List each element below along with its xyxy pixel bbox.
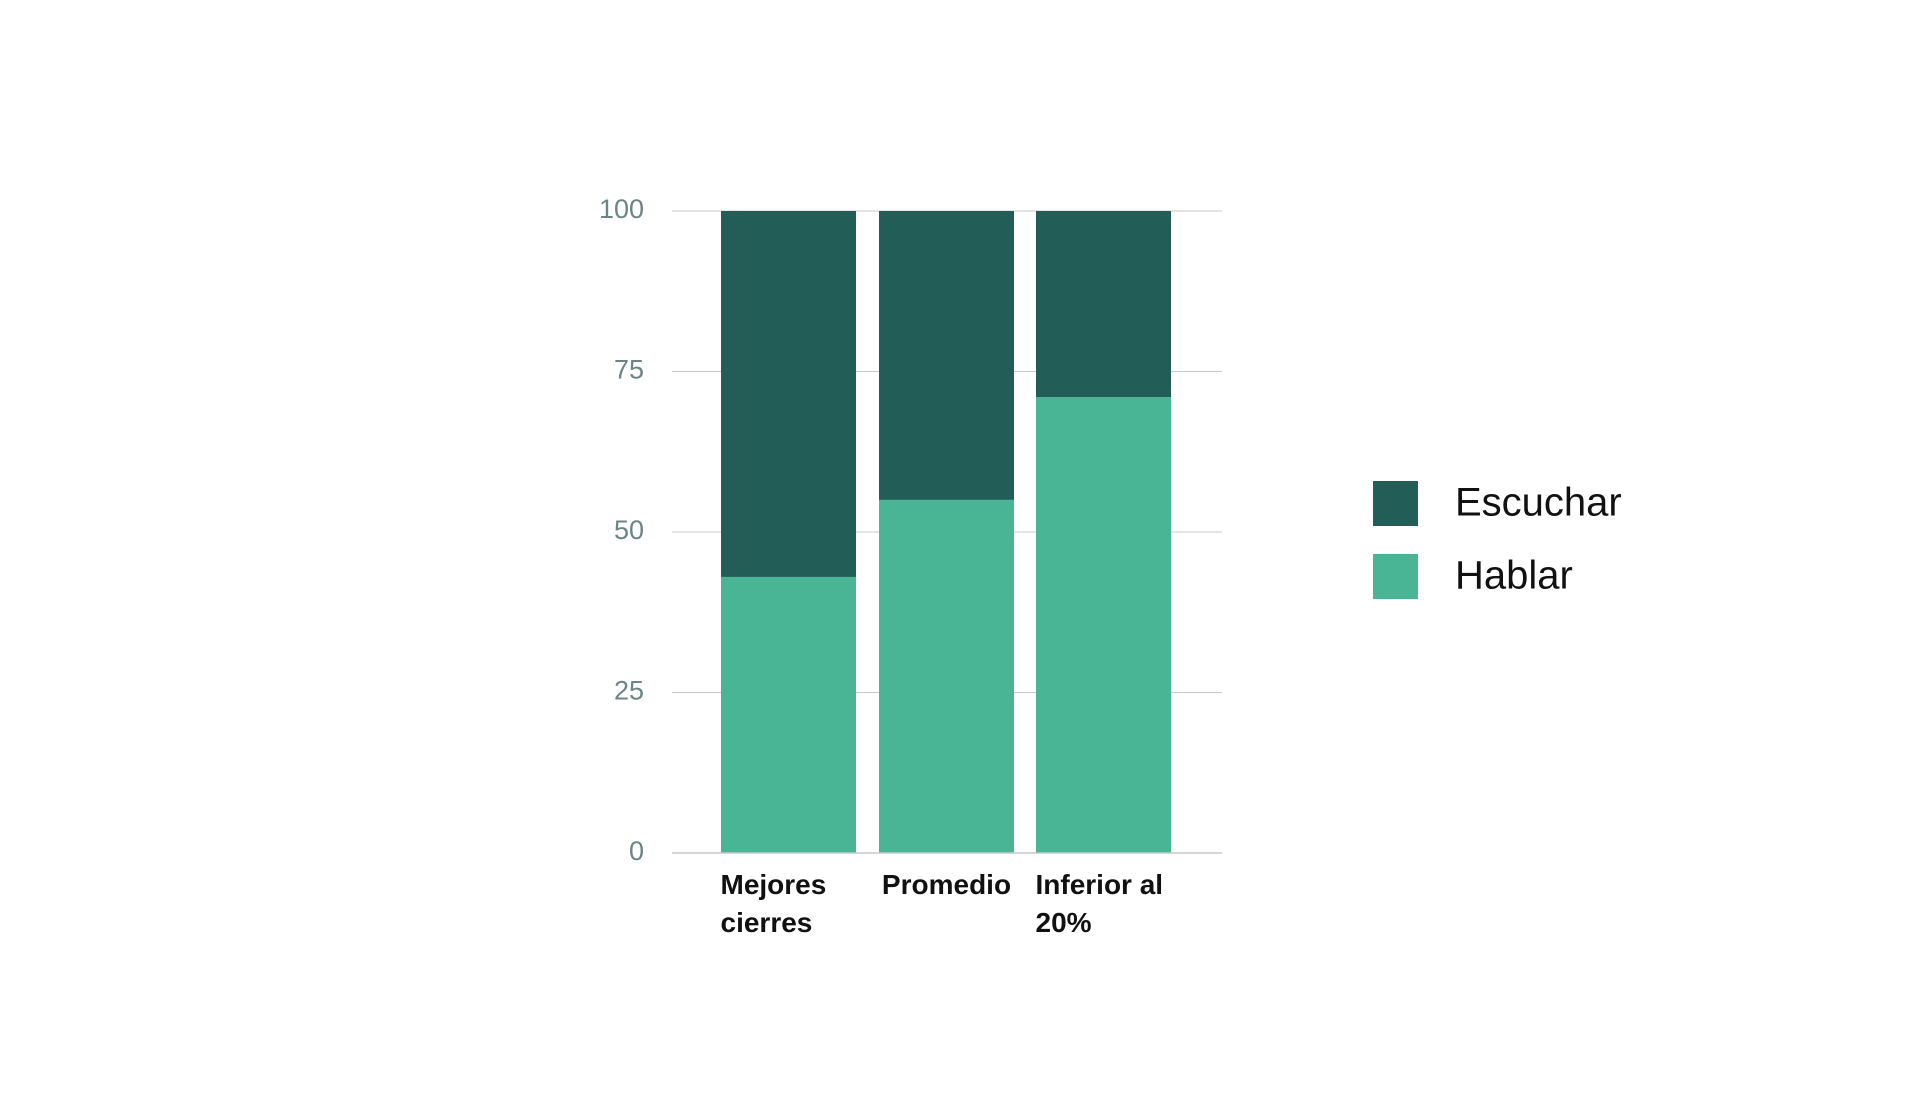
bar-segment: [1036, 397, 1171, 853]
legend-label: Hablar: [1455, 554, 1573, 598]
x-tick-label-box: Mejores cierres: [709, 866, 869, 942]
legend-swatch: [1373, 481, 1418, 526]
bar-segment: [1036, 211, 1171, 398]
legend-label: Escuchar: [1455, 481, 1622, 525]
y-tick-label: 50: [614, 515, 644, 545]
y-tick-label: 100: [599, 194, 644, 224]
bar-segment: [879, 211, 1014, 500]
bar-segment: [721, 576, 856, 853]
x-tick-label-box: Inferior al 20%: [1024, 866, 1184, 942]
y-tick-label: 75: [614, 355, 644, 385]
x-tick-label: Inferior al 20%: [1035, 869, 1164, 938]
bar-segment: [721, 211, 856, 577]
x-tick-label-box: Promedio: [867, 866, 1027, 904]
x-tick-label: Mejores cierres: [720, 869, 827, 938]
x-tick-label: Promedio: [881, 869, 1012, 900]
y-tick-label: 0: [629, 836, 644, 866]
bar-segment: [879, 499, 1014, 853]
legend-swatch: [1373, 554, 1418, 599]
y-tick-label: 25: [614, 676, 644, 706]
